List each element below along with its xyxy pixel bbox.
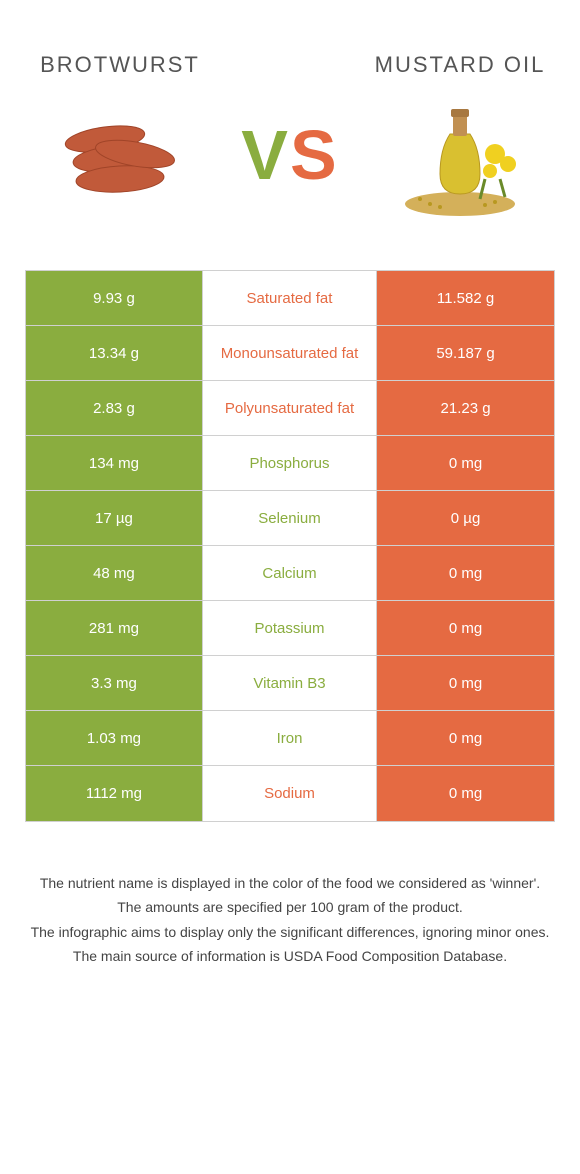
comparison-table: 9.93 gSaturated fat11.582 g13.34 gMonoun… — [25, 270, 555, 822]
table-row: 281 mgPotassium0 mg — [26, 601, 554, 656]
left-value: 3.3 mg — [26, 656, 203, 710]
footnote-line: The amounts are specified per 100 gram o… — [30, 896, 550, 918]
nutrient-label: Calcium — [203, 546, 377, 600]
left-value: 2.83 g — [26, 381, 203, 435]
right-value: 0 mg — [377, 436, 554, 490]
footnote-line: The main source of information is USDA F… — [30, 945, 550, 967]
table-row: 1112 mgSodium0 mg — [26, 766, 554, 821]
left-value: 17 µg — [26, 491, 203, 545]
right-value: 0 mg — [377, 766, 554, 821]
nutrient-label: Saturated fat — [203, 271, 377, 325]
left-value: 13.34 g — [26, 326, 203, 380]
table-row: 1.03 mgIron0 mg — [26, 711, 554, 766]
right-value: 0 mg — [377, 601, 554, 655]
footnotes: The nutrient name is displayed in the co… — [30, 872, 550, 968]
table-row: 17 µgSelenium0 µg — [26, 491, 554, 546]
right-value: 0 mg — [377, 711, 554, 765]
right-value: 0 µg — [377, 491, 554, 545]
nutrient-label: Selenium — [203, 491, 377, 545]
footnote-line: The infographic aims to display only the… — [30, 921, 550, 943]
left-food: Brotwurst — [30, 51, 210, 220]
vs-s: S — [290, 116, 339, 194]
left-value: 281 mg — [26, 601, 203, 655]
right-value: 21.23 g — [377, 381, 554, 435]
table-row: 3.3 mgVitamin B30 mg — [26, 656, 554, 711]
table-row: 134 mgPhosphorus0 mg — [26, 436, 554, 491]
left-value: 1112 mg — [26, 766, 203, 821]
header: Brotwurst VS Mustard oil — [0, 0, 580, 260]
right-value: 59.187 g — [377, 326, 554, 380]
mustard-oil-icon — [390, 99, 530, 219]
table-row: 13.34 gMonounsaturated fat59.187 g — [26, 326, 554, 381]
right-value: 0 mg — [377, 656, 554, 710]
nutrient-label: Monounsaturated fat — [203, 326, 377, 380]
right-value: 0 mg — [377, 546, 554, 600]
brotwurst-icon — [50, 99, 190, 219]
right-value: 11.582 g — [377, 271, 554, 325]
nutrient-label: Vitamin B3 — [203, 656, 377, 710]
nutrient-label: Phosphorus — [203, 436, 377, 490]
left-value: 1.03 mg — [26, 711, 203, 765]
vs-v: V — [241, 116, 290, 194]
nutrient-label: Polyunsaturated fat — [203, 381, 377, 435]
left-food-title: Brotwurst — [40, 51, 200, 80]
table-row: 2.83 gPolyunsaturated fat21.23 g — [26, 381, 554, 436]
table-row: 48 mgCalcium0 mg — [26, 546, 554, 601]
left-value: 9.93 g — [26, 271, 203, 325]
right-food: Mustard oil — [370, 51, 550, 220]
left-value: 48 mg — [26, 546, 203, 600]
footnote-line: The nutrient name is displayed in the co… — [30, 872, 550, 894]
nutrient-label: Sodium — [203, 766, 377, 821]
nutrient-label: Potassium — [203, 601, 377, 655]
table-row: 9.93 gSaturated fat11.582 g — [26, 271, 554, 326]
nutrient-label: Iron — [203, 711, 377, 765]
vs-label: VS — [241, 115, 338, 195]
right-food-title: Mustard oil — [375, 51, 546, 80]
left-value: 134 mg — [26, 436, 203, 490]
